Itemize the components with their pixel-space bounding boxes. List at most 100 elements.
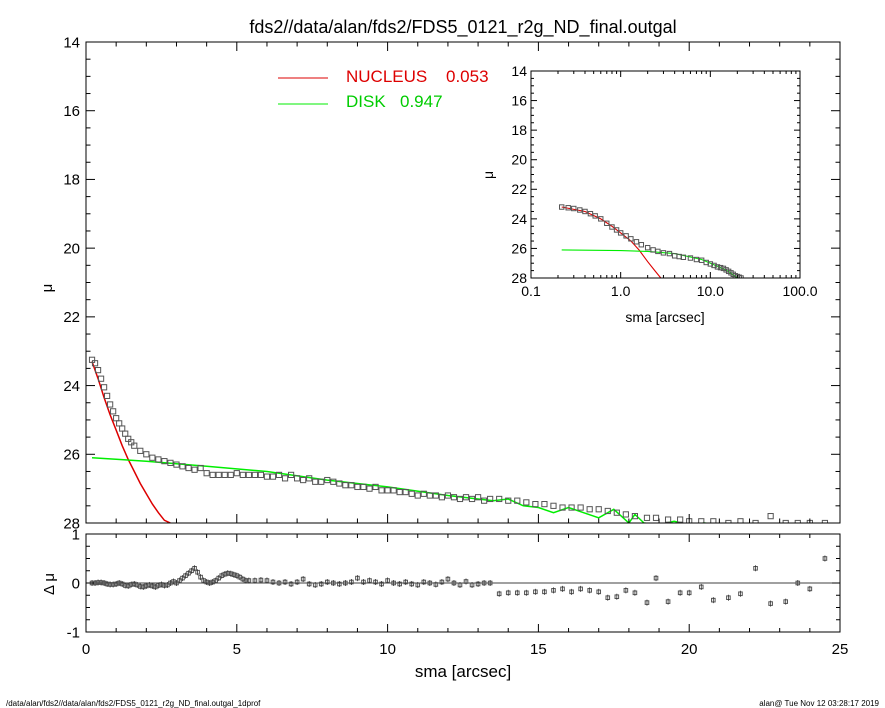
residual-y-axis-label: Δ μ — [41, 573, 58, 595]
inset-log-profile-point — [734, 273, 741, 278]
inset-log-profile-point — [644, 244, 651, 251]
main-profile-point — [318, 478, 325, 485]
inset-log-profile-point — [604, 220, 610, 226]
inset-log-profile-point — [666, 250, 673, 257]
main-profile-point — [294, 475, 301, 482]
residual-ticks: 0 5 10 15 20 25-101 — [67, 526, 849, 658]
legend-nucleus-label: NUCLEUS — [346, 67, 427, 86]
inset-log-profile-point — [617, 230, 624, 236]
main-profile-point — [496, 495, 503, 503]
main-profile-point — [149, 454, 156, 461]
main-profile-point — [595, 506, 602, 513]
main-profile-point — [372, 483, 379, 491]
main-profile-point — [767, 513, 774, 520]
inset-log-profile-point — [717, 264, 724, 271]
main-profile-point — [245, 471, 252, 478]
y-tick-label: 0 — [72, 575, 80, 592]
y-tick-label: 18 — [511, 122, 527, 138]
x-tick-label: 100.0 — [782, 283, 817, 299]
main-profile-point — [263, 473, 271, 480]
main-profile-point — [794, 519, 801, 523]
y-tick-label: 20 — [63, 240, 80, 257]
main-profile-point — [481, 497, 488, 504]
main-profile-point — [131, 442, 138, 449]
y-tick-label: 16 — [511, 92, 527, 108]
residual-panel: 0 5 10 15 20 25-101 Δ μ sma [arcsec] — [41, 526, 848, 681]
main-profile-point — [342, 482, 349, 489]
inset-log-profile-point — [613, 227, 620, 233]
main-profile-point — [306, 475, 313, 482]
main-profile-point — [613, 509, 620, 516]
y-tick-label: 24 — [511, 211, 527, 227]
x-tick-label: 25 — [832, 641, 849, 658]
x-tick-label: 0 — [82, 641, 90, 658]
main-profile-point — [643, 514, 651, 521]
main-profile-point — [119, 425, 126, 432]
main-profile-point — [586, 506, 593, 513]
inset-log-profile-point — [693, 256, 700, 263]
inset-axes-frame — [530, 70, 801, 279]
main-panel: 14 16 18 20 22 24 26 28 μ NUCLEUS 0.053 DISK 0.… — [39, 34, 841, 532]
inset-x-axis-label: sma [arcsec] — [625, 309, 704, 325]
main-profile-point — [122, 430, 129, 437]
inset-log-profile-point — [687, 255, 694, 261]
main-profile-point — [221, 471, 228, 478]
main-profile-point — [215, 471, 222, 478]
y-tick-label: 28 — [63, 515, 80, 532]
main-profile-point — [523, 499, 530, 506]
main-profile-point — [821, 519, 829, 523]
inset-log-profile-point — [592, 213, 598, 219]
legend-nucleus-value: 0.053 — [446, 67, 489, 86]
main-profile-point — [239, 471, 246, 478]
main-profile-point — [450, 494, 458, 501]
y-tick-label: 14 — [63, 34, 80, 51]
main-profile-point — [257, 471, 265, 478]
inset-log-profile-nucleus-line — [561, 206, 662, 278]
inset-log-profile-point — [711, 262, 717, 269]
main-profile-point — [384, 487, 391, 494]
main-profile-point — [432, 492, 439, 499]
main-profile-point — [541, 501, 548, 508]
main-profile-point — [438, 494, 445, 501]
legend: NUCLEUS 0.053 DISK 0.947 — [278, 67, 489, 111]
main-profile-point — [752, 519, 759, 523]
inset-log-profile-point — [582, 208, 588, 215]
main-profile-point — [161, 458, 168, 465]
inset-log-profile-point — [598, 216, 604, 222]
inset-log-profile-point — [707, 261, 714, 267]
y-tick-label: -1 — [67, 624, 80, 641]
main-profile-point — [300, 476, 307, 484]
main-axes-frame — [85, 41, 841, 524]
main-profile-point — [113, 415, 120, 422]
x-tick-label: 5 — [233, 641, 241, 658]
inset-panel: 0.1 1.0 10.0 100.0 14 16 18 20 22 24 26 28 μ sma [a… — [480, 63, 818, 325]
main-profile-point — [366, 485, 373, 492]
residual-plot-area — [86, 555, 840, 607]
main-profile-point — [97, 375, 105, 382]
main-profile-point — [725, 519, 732, 523]
y-tick-label: 26 — [511, 240, 527, 256]
y-tick-label: 18 — [63, 172, 80, 189]
y-tick-label: 24 — [63, 378, 80, 395]
main-profile-point — [167, 459, 174, 466]
main-profile-point — [281, 475, 289, 482]
main-profile-point — [414, 492, 421, 499]
main-profile-point — [652, 514, 660, 521]
x-tick-label: 0.1 — [521, 283, 541, 299]
main-profile-point — [514, 497, 521, 504]
main-profile-point — [532, 501, 539, 508]
x-tick-label: 10.0 — [697, 283, 724, 299]
main-profile-point — [179, 463, 186, 470]
x-tick-label: 20 — [681, 641, 698, 658]
inset-log-profile-point — [660, 250, 667, 256]
main-profile-point — [354, 483, 361, 491]
main-profile-point — [330, 478, 337, 485]
main-profile-point — [426, 492, 433, 499]
main-profile-point — [191, 466, 198, 473]
main-plot-area — [88, 356, 829, 523]
main-profile-point — [677, 516, 684, 523]
inset-log-profile-point — [655, 248, 661, 255]
inset-log-profile-point — [714, 264, 721, 270]
inset-log-profile-point — [633, 239, 640, 245]
